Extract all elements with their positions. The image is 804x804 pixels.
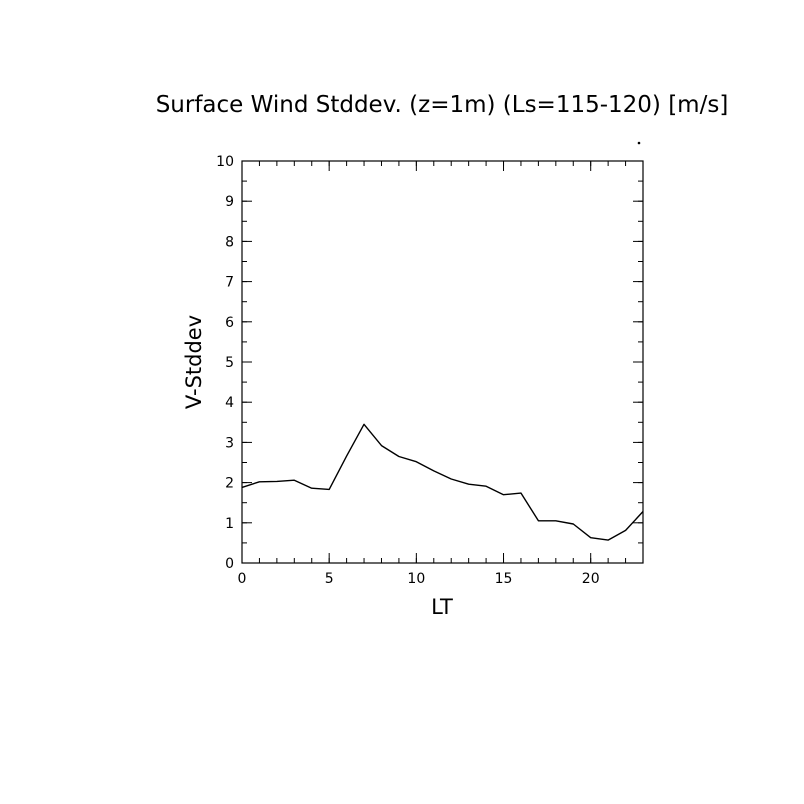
y-tick-label: 4 [225, 395, 234, 411]
y-tick-label: 1 [225, 516, 234, 532]
axis-tick-labels: 0 5 10 15 20 0 1 2 3 4 5 6 7 8 9 10 [216, 154, 599, 587]
y-tick-label: 2 [225, 476, 234, 492]
y-tick-label: 7 [225, 275, 234, 291]
x-axis-label: LT [431, 595, 453, 619]
y-tick-label: 3 [225, 435, 234, 451]
x-tick-label: 15 [495, 571, 513, 587]
x-tick-label: 0 [238, 571, 247, 587]
y-tick-label: 0 [225, 556, 234, 572]
axis-ticks [241, 160, 644, 564]
y-tick-label: 10 [216, 154, 234, 170]
chart-title: Surface Wind Stddev. (z=1m) (Ls=115-120)… [156, 92, 729, 118]
y-tick-label: 6 [225, 315, 234, 331]
series-points [241, 423, 644, 541]
y-tick-label: 9 [225, 194, 234, 210]
y-axis-label: V-Stddev [182, 315, 206, 409]
series-line [241, 423, 644, 541]
corner-dot [637, 141, 641, 145]
x-tick-label: 20 [582, 571, 600, 587]
y-tick-label: 8 [225, 234, 234, 250]
x-tick-label: 5 [325, 571, 334, 587]
plot-frame [241, 160, 644, 564]
x-tick-label: 10 [407, 571, 425, 587]
y-tick-label: 5 [225, 355, 234, 371]
